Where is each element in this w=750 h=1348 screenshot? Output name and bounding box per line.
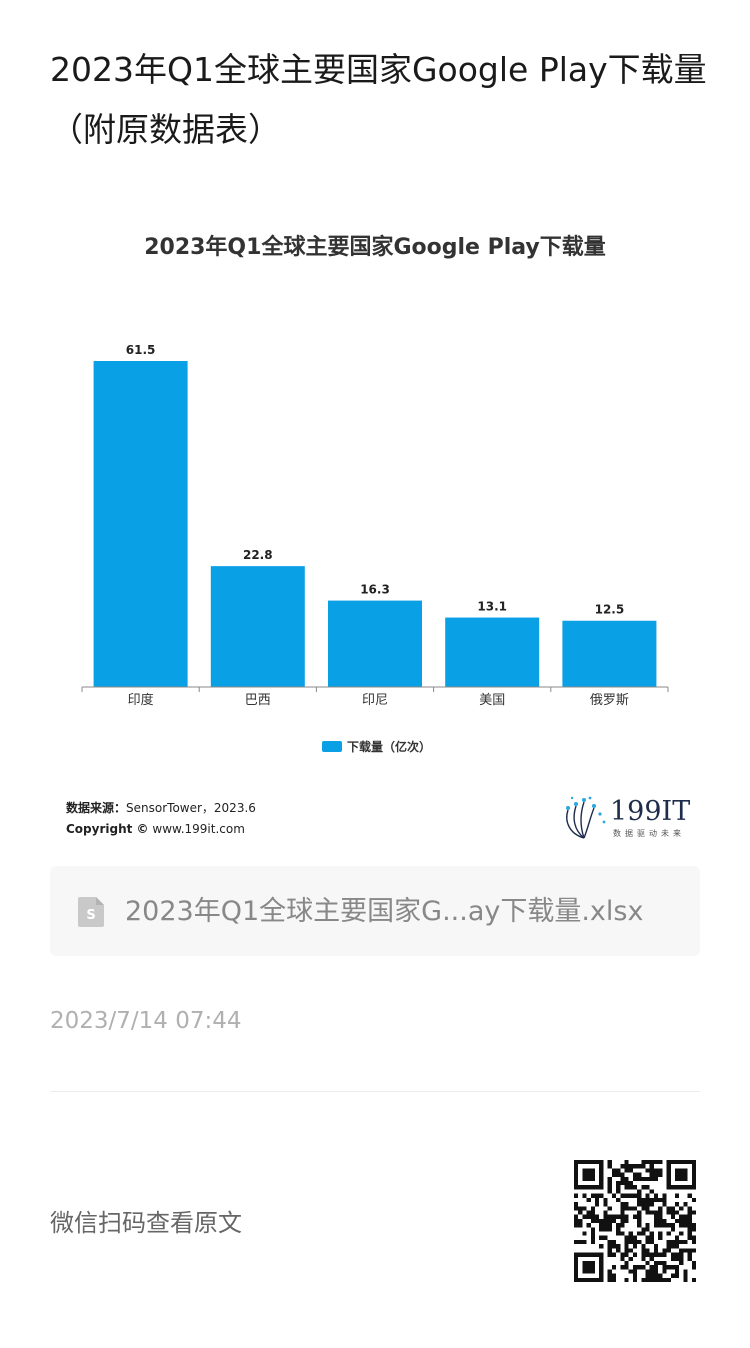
bar-3 (445, 617, 540, 687)
legend: 下载量（亿次） (322, 739, 431, 754)
x-tick-label-3: 美国 (479, 693, 505, 708)
bars-layer: 61.5 22.8 16.3 13.1 12.5 (93, 343, 657, 687)
data-label-1: 22.8 (243, 548, 273, 562)
bar-2 (328, 600, 422, 687)
logo-199it: 199IT 数据驱动未来 (560, 794, 700, 844)
logo-subtitle: 数据驱动未来 (613, 829, 685, 838)
spreadsheet-file-icon: S (78, 897, 104, 927)
qr-code[interactable] (574, 1160, 696, 1282)
source-value: SensorTower，2023.6 (126, 801, 256, 815)
ticks-layer (81, 687, 669, 692)
logo-burst-icon (566, 796, 606, 839)
copyright-label: Copyright © (66, 822, 149, 836)
bar-0 (93, 361, 188, 687)
svg-text:S: S (86, 908, 95, 923)
qr-hint: 微信扫码查看原文 (50, 1209, 242, 1237)
logo-text: 199IT (610, 796, 691, 827)
article-title: 2023年Q1全球主要国家Google Play下载量（附原数据表） (50, 50, 707, 149)
bar-1 (210, 566, 305, 687)
data-label-3: 13.1 (477, 600, 507, 614)
x-tick-label-1: 巴西 (245, 693, 271, 708)
bar-4 (562, 620, 657, 687)
copyright-line: Copyright © www.199it.com (66, 819, 256, 840)
attachment-file-name: 2023年Q1全球主要国家G...ay下载量.xlsx (125, 896, 644, 927)
data-label-2: 16.3 (360, 583, 390, 597)
data-label-4: 12.5 (595, 603, 625, 617)
chart-title: 2023年Q1全球主要国家Google Play下载量 (144, 234, 606, 260)
source-label: 数据来源： (66, 801, 127, 815)
source-block: 数据来源：SensorTower，2023.6 Copyright © www.… (66, 798, 256, 840)
x-tick-label-0: 印度 (128, 692, 154, 708)
publish-time: 2023/7/14 07:44 (50, 1008, 242, 1034)
divider (50, 1091, 700, 1092)
attachment-file[interactable]: S 2023年Q1全球主要国家G...ay下载量.xlsx (50, 866, 700, 956)
data-label-0: 61.5 (126, 343, 156, 357)
legend-swatch (322, 741, 342, 752)
copyright-value: www.199it.com (152, 822, 245, 836)
x-tick-label-2: 印尼 (362, 693, 388, 708)
source-line: 数据来源：SensorTower，2023.6 (66, 798, 256, 819)
bar-chart: 2023年Q1全球主要国家Google Play下载量 61.5 22.8 16.3… (81, 234, 669, 754)
x-tick-label-4: 俄罗斯 (590, 693, 629, 708)
x-tick-labels: 印度 巴西 印尼 美国 俄罗斯 (128, 692, 629, 708)
chart-card: 2023年Q1全球主要国家Google Play下载量 61.5 22.8 16.3… (50, 200, 700, 860)
legend-label: 下载量（亿次） (347, 739, 431, 754)
